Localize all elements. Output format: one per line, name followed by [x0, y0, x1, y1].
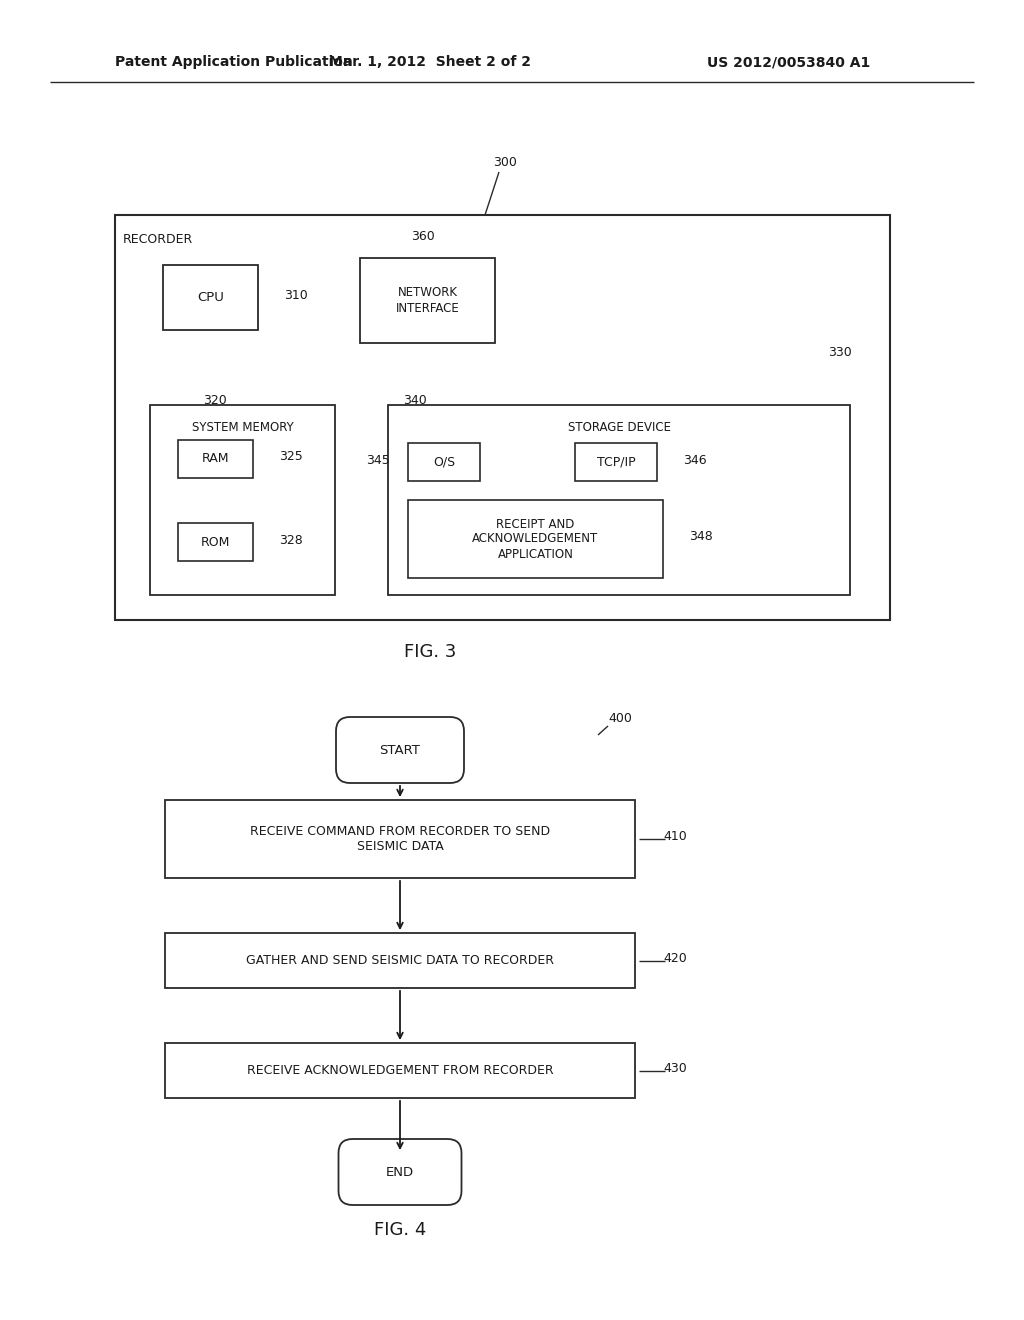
Text: 430: 430 — [664, 1063, 687, 1074]
FancyBboxPatch shape — [115, 215, 890, 620]
Text: CPU: CPU — [197, 290, 224, 304]
Text: FIG. 4: FIG. 4 — [374, 1221, 426, 1239]
Text: RAM: RAM — [202, 453, 229, 466]
FancyBboxPatch shape — [165, 800, 635, 878]
FancyBboxPatch shape — [408, 500, 663, 578]
FancyBboxPatch shape — [575, 444, 657, 480]
FancyBboxPatch shape — [339, 1139, 462, 1205]
Text: 346: 346 — [683, 454, 707, 466]
Text: Patent Application Publication: Patent Application Publication — [115, 55, 352, 69]
Text: Mar. 1, 2012  Sheet 2 of 2: Mar. 1, 2012 Sheet 2 of 2 — [329, 55, 531, 69]
FancyBboxPatch shape — [408, 444, 480, 480]
Text: START: START — [380, 743, 421, 756]
FancyBboxPatch shape — [178, 523, 253, 561]
Text: 330: 330 — [828, 346, 852, 359]
Text: TCP/IP: TCP/IP — [597, 455, 635, 469]
FancyBboxPatch shape — [165, 933, 635, 987]
Text: RECEIVE COMMAND FROM RECORDER TO SEND
SEISMIC DATA: RECEIVE COMMAND FROM RECORDER TO SEND SE… — [250, 825, 550, 853]
Text: 410: 410 — [664, 830, 687, 843]
Text: 310: 310 — [284, 289, 308, 302]
Text: 360: 360 — [411, 230, 434, 243]
Text: FIG. 3: FIG. 3 — [403, 643, 456, 661]
Text: 348: 348 — [689, 531, 713, 544]
Text: 420: 420 — [664, 952, 687, 965]
Text: O/S: O/S — [433, 455, 455, 469]
Text: US 2012/0053840 A1: US 2012/0053840 A1 — [707, 55, 870, 69]
FancyBboxPatch shape — [388, 405, 850, 595]
Text: ROM: ROM — [201, 536, 230, 549]
FancyBboxPatch shape — [163, 265, 258, 330]
Text: 325: 325 — [280, 450, 303, 463]
Text: RECEIPT AND
ACKNOWLEDGEMENT
APPLICATION: RECEIPT AND ACKNOWLEDGEMENT APPLICATION — [472, 517, 599, 561]
FancyBboxPatch shape — [150, 405, 335, 595]
Text: RECEIVE ACKNOWLEDGEMENT FROM RECORDER: RECEIVE ACKNOWLEDGEMENT FROM RECORDER — [247, 1064, 553, 1077]
Text: 340: 340 — [403, 393, 427, 407]
Text: 328: 328 — [280, 533, 303, 546]
Text: NETWORK
INTERFACE: NETWORK INTERFACE — [395, 286, 460, 314]
FancyBboxPatch shape — [336, 717, 464, 783]
Text: STORAGE DEVICE: STORAGE DEVICE — [567, 421, 671, 434]
Text: 320: 320 — [203, 393, 227, 407]
Text: GATHER AND SEND SEISMIC DATA TO RECORDER: GATHER AND SEND SEISMIC DATA TO RECORDER — [246, 954, 554, 968]
FancyBboxPatch shape — [165, 1043, 635, 1098]
Text: SYSTEM MEMORY: SYSTEM MEMORY — [191, 421, 293, 434]
Text: END: END — [386, 1166, 414, 1179]
Text: 345: 345 — [367, 454, 390, 466]
Text: RECORDER: RECORDER — [123, 234, 194, 246]
Text: 300: 300 — [494, 157, 517, 169]
Text: 400: 400 — [608, 711, 632, 725]
FancyBboxPatch shape — [360, 257, 495, 343]
FancyBboxPatch shape — [178, 440, 253, 478]
